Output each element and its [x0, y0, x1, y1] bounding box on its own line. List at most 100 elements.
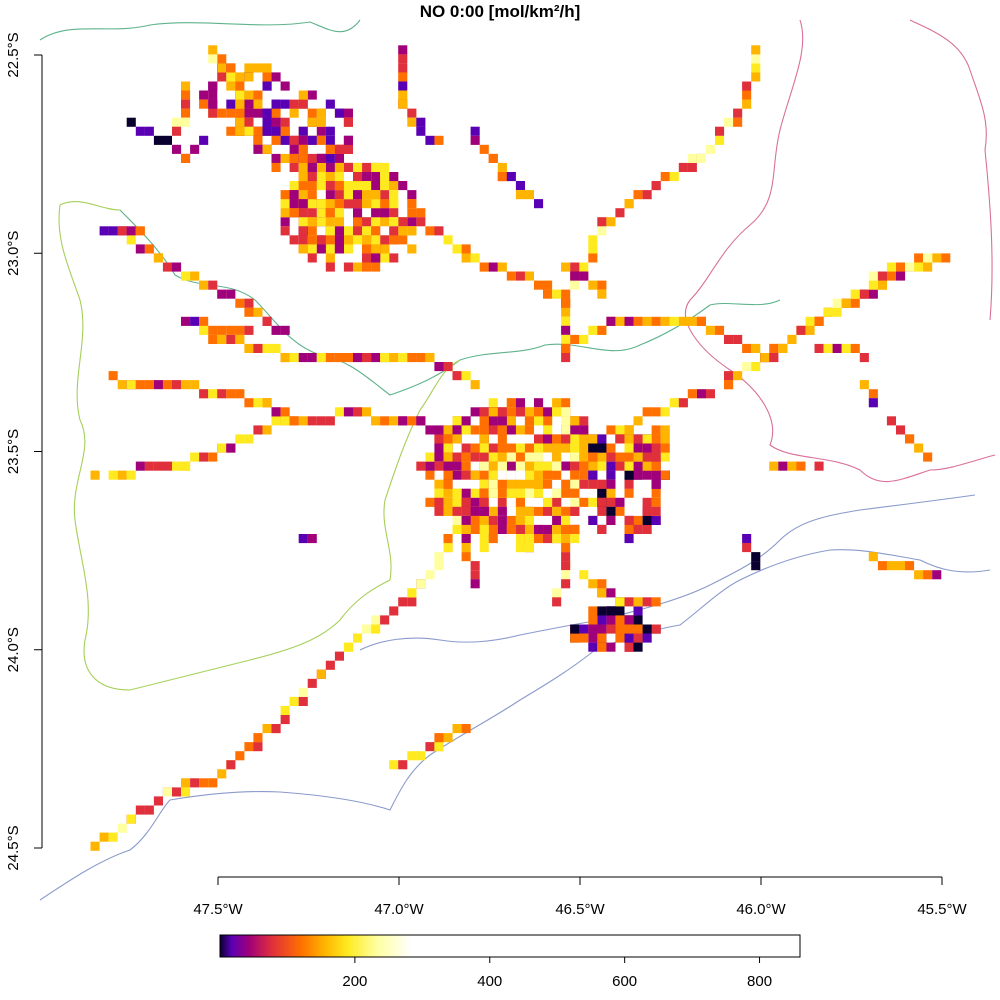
- emission-cell: [642, 470, 652, 480]
- emission-cell: [642, 524, 652, 534]
- emission-cell: [434, 362, 444, 372]
- emission-cell: [497, 443, 507, 453]
- emission-cell: [669, 172, 679, 182]
- emission-cell: [606, 470, 616, 480]
- emission-cell: [470, 443, 480, 453]
- emission-cell: [506, 452, 516, 462]
- emission-cell: [597, 606, 607, 616]
- emission-cell: [244, 63, 254, 73]
- emission-cell: [787, 461, 797, 471]
- emission-cell: [742, 543, 752, 553]
- emission-cell: [615, 506, 625, 516]
- emission-cell: [859, 380, 869, 390]
- emission-cell: [597, 506, 607, 516]
- emission-cell: [506, 271, 516, 281]
- emission-cell: [606, 461, 616, 471]
- emission-cell: [398, 63, 408, 73]
- emission-cell: [371, 190, 381, 200]
- emission-cell: [696, 316, 706, 326]
- emission-cell: [479, 506, 489, 516]
- emission-cell: [235, 325, 245, 335]
- emission-cell: [642, 497, 652, 507]
- emission-cell: [389, 199, 399, 209]
- emission-cell: [244, 325, 254, 335]
- emission-cell: [271, 162, 281, 172]
- emission-cell: [289, 696, 299, 706]
- emission-cell: [208, 280, 218, 290]
- emission-cell: [742, 81, 752, 91]
- emission-cell: [886, 416, 896, 426]
- emission-cell: [316, 353, 326, 363]
- emission-cell: [226, 81, 236, 91]
- emission-cell: [796, 325, 806, 335]
- emission-cell: [452, 425, 462, 435]
- emission-cell: [162, 461, 172, 471]
- emission-cell: [515, 488, 525, 498]
- emission-cell: [606, 624, 616, 634]
- emission-cell: [633, 615, 643, 625]
- emission-cell: [208, 108, 218, 118]
- emission-cell: [470, 253, 480, 263]
- emission-cell: [316, 153, 326, 163]
- emission-cell: [515, 497, 525, 507]
- emission-cell: [524, 506, 534, 516]
- emission-cell: [642, 597, 652, 607]
- emission-cell: [597, 642, 607, 652]
- emission-cell: [606, 488, 616, 498]
- emission-cell: [380, 162, 390, 172]
- emission-cell: [398, 226, 408, 236]
- emission-cell: [298, 696, 308, 706]
- emission-cell: [606, 425, 616, 435]
- emission-cell: [434, 506, 444, 516]
- emission-cell: [570, 624, 580, 634]
- emission-cell: [624, 642, 634, 652]
- emission-cell: [443, 733, 453, 743]
- emission-cell: [515, 190, 525, 200]
- emission-cell: [660, 316, 670, 326]
- emission-cell: [561, 443, 571, 453]
- emission-cell: [543, 461, 553, 471]
- emission-cell: [651, 597, 661, 607]
- emission-cell: [515, 443, 525, 453]
- emission-cell: [244, 742, 254, 752]
- emission-cell: [126, 235, 136, 245]
- emission-cell: [506, 425, 516, 435]
- emission-cell: [524, 271, 534, 281]
- emission-cell: [325, 416, 335, 426]
- color-legend: 200 400 600 800: [219, 934, 801, 990]
- emission-cell: [371, 253, 381, 263]
- emission-cell: [687, 153, 697, 163]
- emission-cell: [190, 271, 200, 281]
- emission-cell: [389, 217, 399, 227]
- emission-cell: [371, 226, 381, 236]
- emission-cell: [751, 45, 761, 55]
- emission-cell: [280, 407, 290, 417]
- emission-cell: [434, 135, 444, 145]
- emission-cell: [588, 615, 598, 625]
- emission-cell: [325, 353, 335, 363]
- emission-cell: [362, 217, 372, 227]
- emission-cell: [669, 316, 679, 326]
- emission-cell: [380, 353, 390, 363]
- emission-cell: [253, 63, 263, 73]
- emission-cell: [515, 407, 525, 417]
- emission-cell: [597, 452, 607, 462]
- emission-cell: [253, 425, 263, 435]
- emission-cell: [905, 434, 915, 444]
- emission-cell: [470, 488, 480, 498]
- emission-cell: [461, 443, 471, 453]
- emission-cell: [389, 181, 399, 191]
- emission-cell: [841, 298, 851, 308]
- emission-cell: [724, 117, 734, 127]
- emission-cell: [651, 488, 661, 498]
- emission-cell: [325, 208, 335, 218]
- emission-cell: [416, 208, 426, 218]
- emission-cell: [407, 588, 417, 598]
- emission-cell: [253, 742, 263, 752]
- emission-cell: [488, 461, 498, 471]
- emission-cell: [343, 235, 353, 245]
- emission-cell: [534, 488, 544, 498]
- emission-cell: [923, 262, 933, 272]
- emission-cell: [651, 316, 661, 326]
- emission-cell: [461, 534, 471, 544]
